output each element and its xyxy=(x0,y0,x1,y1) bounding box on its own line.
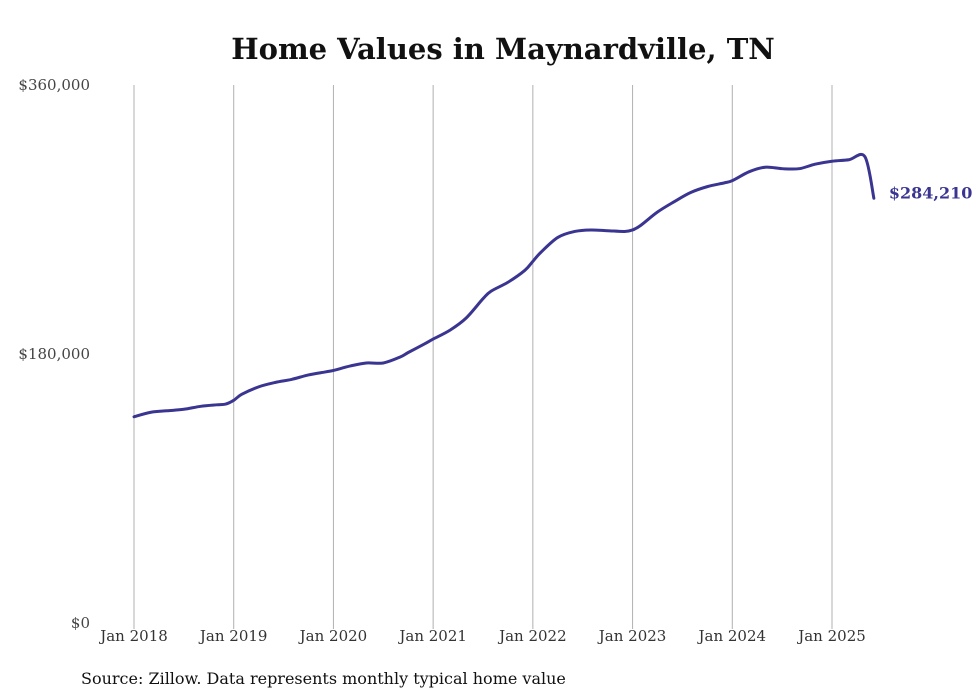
y-axis: $0 $180,000 $360,000 xyxy=(18,76,90,632)
chart-title: Home Values in Maynardville, TN xyxy=(231,32,775,66)
end-value-label: $284,210 xyxy=(889,183,973,202)
x-tick-label: Jan 2019 xyxy=(198,627,268,645)
x-tick-label: Jan 2018 xyxy=(98,627,168,645)
series-layer: $284,210 xyxy=(132,152,973,419)
y-tick-label: $180,000 xyxy=(18,345,90,363)
source-note: Source: Zillow. Data represents monthly … xyxy=(81,669,566,688)
x-tick-label: Jan 2020 xyxy=(298,627,368,645)
y-tick-label: $360,000 xyxy=(18,76,90,94)
x-axis: Jan 2018 Jan 2019 Jan 2020 Jan 2021 Jan 2022… xyxy=(98,627,866,645)
y-tick-label: $0 xyxy=(71,614,90,632)
x-tick-label: Jan 2024 xyxy=(697,627,767,645)
series-line xyxy=(132,152,876,419)
x-tick-label: Jan 2023 xyxy=(597,627,667,645)
x-tick-label: Jan 2022 xyxy=(497,627,567,645)
gridlines xyxy=(133,85,833,629)
x-tick-label: Jan 2025 xyxy=(796,627,866,645)
x-tick-label: Jan 2021 xyxy=(397,627,467,645)
